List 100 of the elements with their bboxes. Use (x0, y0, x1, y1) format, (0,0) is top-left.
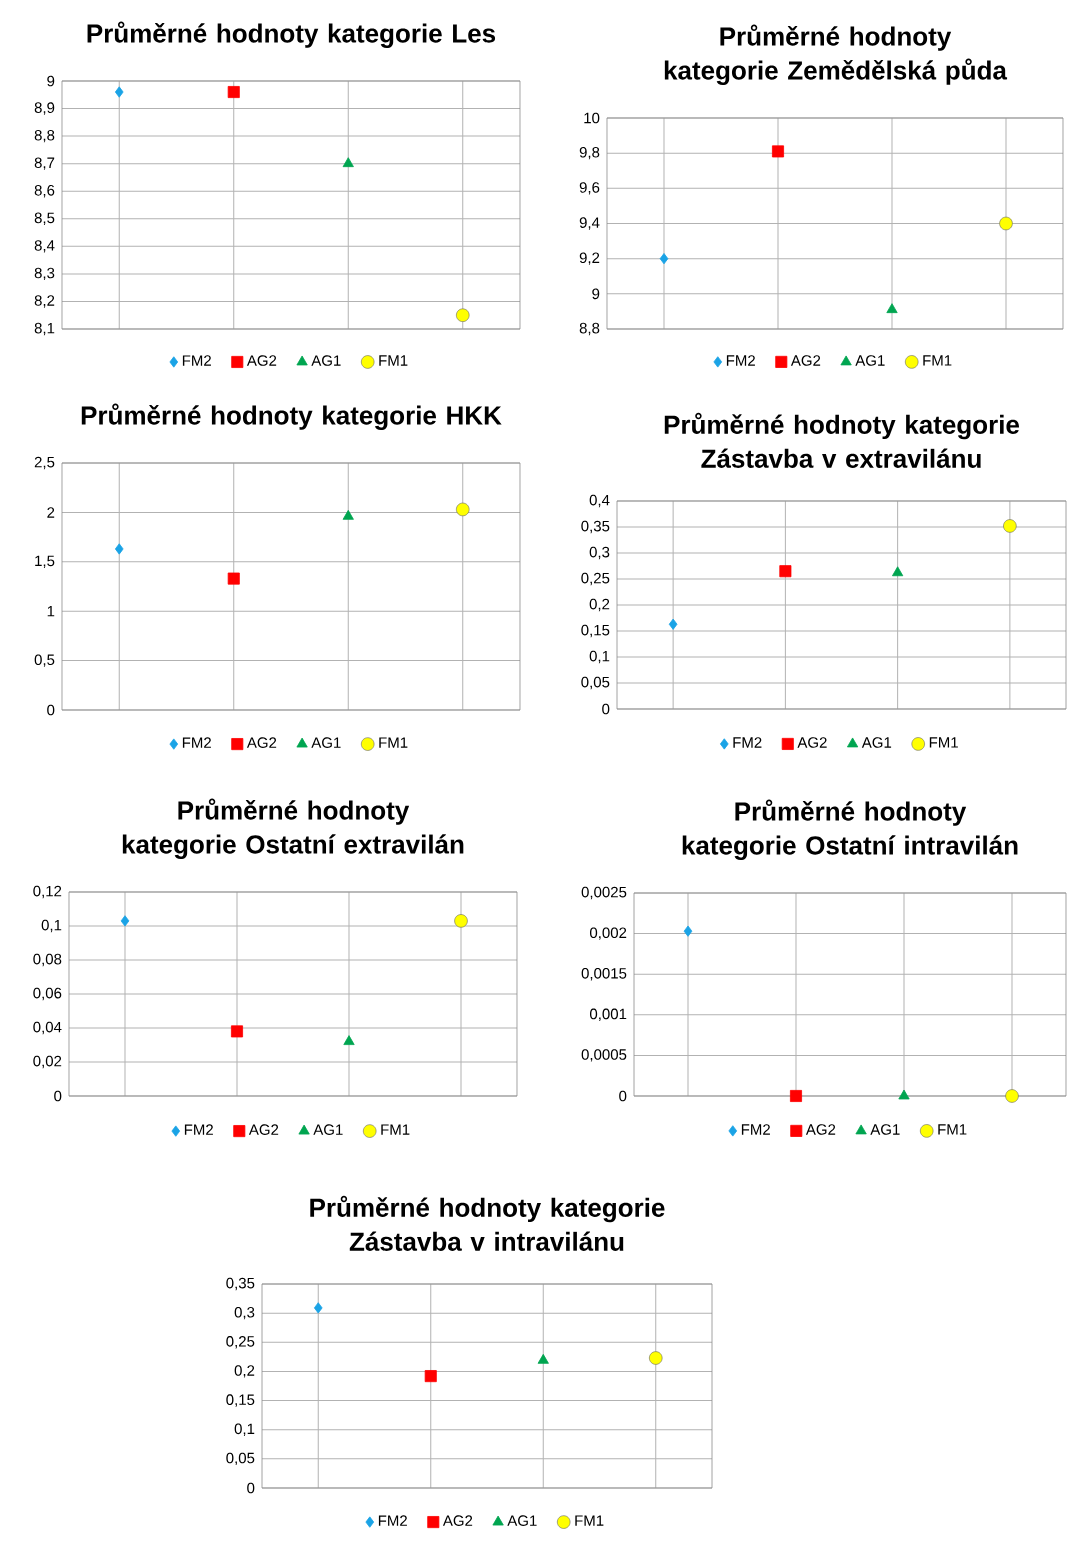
legend-label: FM2 (378, 1515, 407, 1526)
point (886, 303, 898, 314)
y-tick-label: 8,1 (34, 322, 55, 336)
y-tick-label: 0,3 (234, 1306, 255, 1320)
y-tick-label: 8,7 (34, 157, 55, 170)
legend-label: FM2 (182, 355, 211, 366)
y-tick-label: 0 (247, 1482, 255, 1494)
y-tick-label: 9,4 (579, 217, 600, 230)
y-tick-label: 0,06 (33, 987, 62, 1001)
y-tick-label: 8,4 (34, 240, 55, 253)
y-tick-label: 0,25 (226, 1336, 255, 1349)
y-tick-label: 0 (602, 703, 610, 715)
y-tick-label: 8,9 (34, 102, 55, 115)
y-tick-label: 0,001 (590, 1008, 627, 1021)
point (231, 1025, 243, 1038)
y-tick-label: 9,2 (579, 252, 600, 265)
point (668, 618, 678, 630)
chart-title: Průměrné hodnoty kategorie Zástavba v intravilánu (310, 1195, 665, 1251)
legend-label: FM2 (733, 737, 762, 748)
point (779, 565, 792, 578)
legend-label: FM2 (182, 737, 211, 748)
y-tick-label: 0,35 (581, 520, 610, 534)
point (120, 915, 130, 927)
y-tick-label: 0 (47, 704, 55, 716)
y-tick-label: 2 (47, 507, 55, 518)
point (659, 253, 669, 265)
legend-label: AG2 (246, 737, 277, 748)
y-tick-label: 0,1 (41, 919, 62, 933)
y-tick-label: 9,8 (579, 146, 600, 160)
legend-label: FM1 (379, 355, 408, 366)
y-tick-label: 0,0025 (581, 886, 627, 900)
legend-label: AG1 (855, 355, 885, 366)
y-tick-label: 0,15 (226, 1394, 255, 1407)
legend-label: AG1 (861, 737, 892, 748)
y-tick-label: 8,3 (34, 267, 55, 281)
legend-label: AG2 (797, 737, 827, 748)
legend-label: FM1 (929, 737, 958, 748)
y-tick-label: 10 (584, 112, 600, 124)
y-tick-label: 0,0015 (581, 968, 627, 981)
legend-label: AG1 (507, 1515, 537, 1526)
chart-title: Průměrné hodnoty kategorie Zástavba v extravilánu (664, 412, 1020, 468)
point (114, 86, 124, 98)
y-tick-label: 1,5 (35, 555, 55, 568)
point (313, 1302, 323, 1314)
chart-title: Průměrné hodnoty kategorie Zemědělská půda (664, 24, 1008, 85)
point (342, 157, 354, 168)
y-tick-label: 0,05 (226, 1452, 255, 1466)
y-tick-label: 1 (47, 606, 55, 617)
point (227, 572, 240, 585)
y-tick-label: 0,05 (581, 676, 610, 690)
legend-label: FM2 (184, 1124, 213, 1135)
y-tick-label: 9 (592, 288, 600, 300)
y-tick-label: 0,35 (226, 1277, 255, 1291)
legend-label: FM1 (381, 1124, 410, 1135)
y-tick-label: 0,1 (589, 650, 610, 664)
y-tick-label: 0,1 (234, 1423, 255, 1436)
point (456, 308, 470, 322)
y-tick-label: 0 (619, 1090, 627, 1102)
legend-label: FM1 (575, 1515, 604, 1526)
legend-label: AG1 (311, 355, 341, 366)
legend-label: AG2 (248, 1124, 279, 1135)
legend-label: FM1 (938, 1124, 967, 1135)
y-tick-label: 0,04 (33, 1021, 62, 1035)
chart-title: Průměrné hodnoty kategorie HKK (81, 403, 502, 430)
y-tick-label: 0,0005 (581, 1049, 627, 1062)
y-tick-label: 9,6 (579, 182, 600, 195)
legend-label: AG2 (442, 1515, 473, 1526)
point (649, 1351, 663, 1365)
y-tick-label: 9 (47, 75, 55, 87)
point (892, 566, 904, 577)
point (114, 543, 124, 555)
legend-label: AG2 (805, 1124, 836, 1135)
legend-label: AG2 (790, 355, 821, 366)
y-tick-label: 0,12 (33, 885, 62, 899)
y-tick-label: 0,2 (234, 1365, 255, 1378)
y-tick-label: 0,25 (581, 572, 610, 586)
point (772, 145, 784, 158)
y-tick-label: 8,8 (579, 322, 600, 336)
point (343, 1035, 355, 1045)
legend-label: AG2 (246, 355, 277, 366)
point (424, 1370, 437, 1383)
legend-label: FM2 (726, 355, 755, 366)
point (342, 509, 354, 520)
y-tick-label: 0,002 (590, 927, 627, 940)
y-tick-label: 0,5 (34, 654, 55, 667)
legend-label: FM1 (923, 355, 952, 366)
point (1003, 519, 1017, 533)
y-tick-label: 2,5 (34, 456, 55, 470)
y-tick-label: 0,08 (33, 953, 62, 967)
y-tick-label: 8,6 (34, 185, 55, 198)
y-tick-label: 8,2 (34, 295, 55, 308)
legend-label: FM1 (379, 737, 408, 748)
y-tick-label: 0,4 (589, 494, 610, 508)
chart-title: Průměrné hodnoty kategorie Ostatní extravilán (122, 798, 464, 859)
legend-label: AG1 (313, 1124, 343, 1135)
y-tick-label: 0,3 (589, 546, 610, 560)
point (454, 914, 468, 928)
point (227, 86, 240, 99)
y-tick-label: 0,15 (581, 624, 610, 638)
y-tick-label: 0,02 (33, 1055, 62, 1069)
